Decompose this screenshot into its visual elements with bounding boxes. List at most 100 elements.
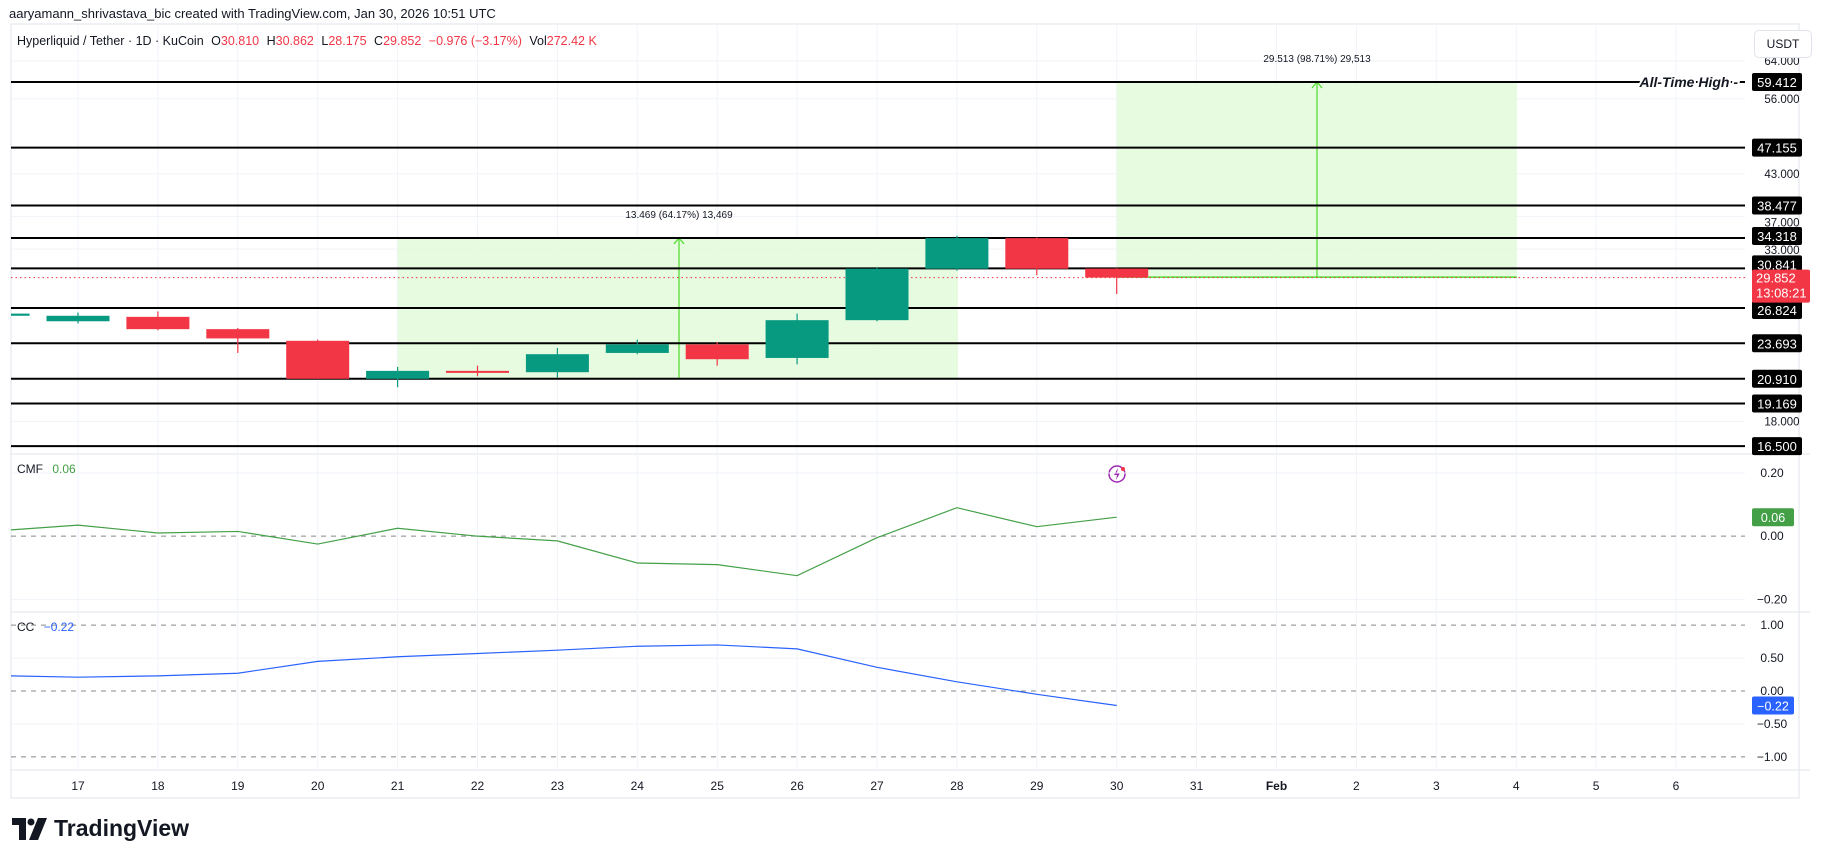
- candle-body: [11, 313, 30, 316]
- x-axis-label: 31: [1190, 779, 1204, 793]
- price-level-tag: [1752, 369, 1802, 388]
- volume-value: 272.42 K: [546, 34, 597, 48]
- currency-button[interactable]: USDT: [1754, 30, 1812, 58]
- candle-body: [525, 354, 589, 373]
- price-level-tag-text: 59.412: [1757, 75, 1797, 90]
- candle-body: [366, 370, 430, 379]
- price-level-tag: [1752, 226, 1802, 245]
- x-axis-label: 17: [71, 779, 85, 793]
- y-axis-label: 33.000: [1764, 245, 1799, 257]
- tradingview-logo-icon: [12, 817, 47, 840]
- x-axis-label: 26: [790, 779, 804, 793]
- price-level-tag-text: 47.155: [1757, 141, 1797, 156]
- cmf-value-tag: [1752, 508, 1794, 527]
- close-value: 29.852: [383, 34, 422, 48]
- candle-body: [126, 316, 190, 330]
- price-level-tag-text: 30.841: [1757, 257, 1797, 272]
- tradingview-logo[interactable]: TradingView: [12, 815, 189, 842]
- pane-axis-label: 0.00: [1760, 684, 1784, 698]
- last-price-text: 29.852: [1756, 271, 1796, 286]
- pane-axis-label: 0.50: [1760, 651, 1784, 665]
- pane-axis-label: 1.00: [1760, 618, 1784, 632]
- price-level-tag: [1752, 334, 1802, 353]
- y-axis-label: 18.000: [1764, 416, 1799, 428]
- price-range-label: 29.513 (98.71%) 29,513: [1263, 54, 1371, 65]
- candle-body: [845, 268, 909, 321]
- y-axis-label: 64.000: [1764, 56, 1799, 68]
- cmf-line: [10, 507, 1117, 577]
- close-label: C: [374, 34, 384, 48]
- candle-body: [286, 340, 350, 379]
- high-label: H: [266, 34, 276, 48]
- cmf-value-tag-text: 0.06: [1761, 511, 1785, 525]
- y-axis-label: 56.000: [1764, 94, 1799, 106]
- price-level-tag: [1752, 437, 1802, 456]
- x-axis-label: 25: [711, 779, 725, 793]
- cmf-legend[interactable]: CMF 0.06: [17, 462, 76, 476]
- candle-body: [605, 344, 669, 353]
- price-level-tag: [1752, 300, 1802, 319]
- x-axis-label: 24: [631, 779, 645, 793]
- price-level-tag: [1752, 196, 1802, 215]
- x-axis-label: 27: [870, 779, 884, 793]
- chart-attribution: aaryamann_shrivastava_bic created with T…: [9, 6, 496, 21]
- price-level-tag: [1752, 394, 1802, 413]
- cc-value-tag-text: −0.22: [1757, 699, 1789, 713]
- open-label: O: [211, 34, 221, 48]
- pane-axis-label: −0.20: [1757, 592, 1788, 606]
- price-level-tag-text: 34.318: [1757, 229, 1797, 244]
- x-axis-label: 19: [231, 779, 245, 793]
- price-level-tag: [1752, 138, 1802, 157]
- symbol-legend: Hyperliquid / Tether · 1D · KuCoin O30.8…: [17, 34, 601, 48]
- x-axis-label: 30: [1110, 779, 1124, 793]
- cc-line: [10, 644, 1117, 707]
- pane-axis-label: −1.00: [1757, 750, 1788, 764]
- x-axis-label: 6: [1673, 779, 1680, 793]
- price-level-tag-text: 23.693: [1757, 336, 1797, 351]
- candle-body: [765, 320, 829, 358]
- cmf-label: CMF: [17, 462, 43, 476]
- change-value: −0.976 (−3.17%): [428, 34, 522, 48]
- pane-axis-label: 0.20: [1760, 466, 1784, 480]
- cc-value: −0.22: [43, 620, 75, 634]
- x-axis-label: Feb: [1266, 779, 1287, 793]
- candle-body: [1085, 268, 1149, 278]
- price-level-tag-text: 20.910: [1757, 372, 1797, 387]
- symbol-name[interactable]: Hyperliquid / Tether · 1D · KuCoin: [17, 34, 204, 48]
- cc-label: CC: [17, 620, 35, 634]
- alert-dot-icon: [1121, 467, 1125, 471]
- price-level-tag-text: 19.169: [1757, 396, 1797, 411]
- candle-body: [46, 315, 110, 322]
- all-time-high-label: All-Time High -: [1638, 74, 1738, 90]
- price-range-label: 13.469 (64.17%) 13,469: [625, 210, 733, 221]
- x-axis-label: 20: [311, 779, 325, 793]
- cmf-value: 0.06: [52, 462, 76, 476]
- lightning-icon: [1114, 468, 1120, 480]
- volume-label: Vol: [529, 34, 547, 48]
- low-value: 28.175: [328, 34, 367, 48]
- x-axis-label: 23: [551, 779, 565, 793]
- pane-axis-label: −0.50: [1757, 717, 1788, 731]
- candle-body: [1005, 238, 1069, 269]
- countdown-text: 13:08:21: [1756, 286, 1807, 301]
- open-value: 30.810: [220, 34, 260, 48]
- pane-axis-label: 0.00: [1760, 529, 1784, 543]
- cc-legend[interactable]: CC −0.22: [17, 620, 74, 634]
- high-value: 30.862: [275, 34, 314, 48]
- x-axis-label: 29: [1030, 779, 1044, 793]
- candle-body: [446, 370, 509, 373]
- low-label: L: [321, 34, 329, 48]
- price-level-tag-text: 26.824: [1757, 303, 1797, 318]
- price-level-tag-text: 16.500: [1757, 439, 1797, 454]
- price-level-tag-text: 38.477: [1757, 198, 1797, 213]
- x-axis-label: 2: [1353, 779, 1360, 793]
- chart-frame: [10, 23, 1800, 799]
- x-axis-label: 22: [471, 779, 485, 793]
- x-axis-label: 28: [950, 779, 964, 793]
- candle-body: [685, 344, 749, 360]
- x-axis-label: 18: [151, 779, 165, 793]
- x-axis-label: 5: [1593, 779, 1600, 793]
- x-axis-label: 4: [1513, 779, 1520, 793]
- y-axis-label: 43.000: [1764, 169, 1799, 181]
